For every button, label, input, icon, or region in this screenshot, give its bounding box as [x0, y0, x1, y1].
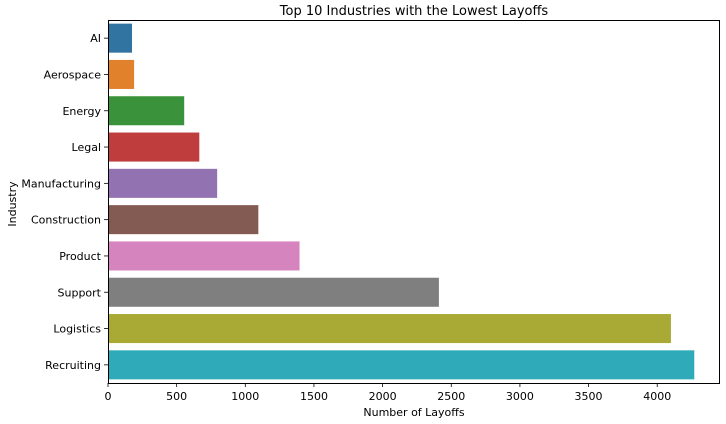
bar-energy	[108, 96, 185, 126]
y-tick-label: Recruiting	[45, 359, 101, 372]
y-tick-label: Product	[59, 250, 101, 263]
y-tick-label: Energy	[62, 105, 101, 118]
y-tick-label: Legal	[72, 141, 101, 154]
bar-aerospace	[108, 59, 135, 89]
bar-logistics	[108, 314, 671, 344]
x-tick-label: 0	[105, 390, 112, 403]
x-tick-label: 1000	[231, 390, 259, 403]
bar-product	[108, 241, 300, 271]
bar-recruiting	[108, 350, 695, 380]
x-axis-label: Number of Layoffs	[363, 406, 464, 419]
y-axis-ticks: AI Aerospace Energy Legal Manufacturing Const…	[21, 32, 108, 372]
x-tick-label: 500	[166, 390, 187, 403]
x-tick-label: 2500	[437, 390, 465, 403]
y-tick-label: AI	[90, 32, 101, 45]
chart-title: Top 10 Industries with the Lowest Layoff…	[279, 4, 549, 19]
bar-legal	[108, 132, 200, 162]
bar-support	[108, 277, 439, 307]
bar-construction	[108, 205, 259, 235]
plot-frame	[108, 20, 720, 384]
y-tick-label: Construction	[31, 214, 101, 227]
bars-group	[108, 23, 695, 380]
bar-ai	[108, 23, 133, 53]
x-tick-label: 3000	[506, 390, 534, 403]
y-tick-label: Support	[58, 286, 102, 299]
y-tick-label: Logistics	[53, 323, 101, 336]
x-tick-label: 4000	[643, 390, 671, 403]
x-tick-label: 1500	[300, 390, 328, 403]
y-tick-label: Aerospace	[44, 68, 102, 81]
bar-manufacturing	[108, 168, 218, 198]
x-tick-label: 2000	[369, 390, 397, 403]
x-tick-label: 3500	[575, 390, 603, 403]
y-tick-label: Manufacturing	[21, 177, 101, 190]
x-axis-ticks: 0 500 1000 1500 2000 2500 3000 3500 4000	[105, 383, 671, 403]
y-axis-label: Industry	[6, 181, 19, 227]
